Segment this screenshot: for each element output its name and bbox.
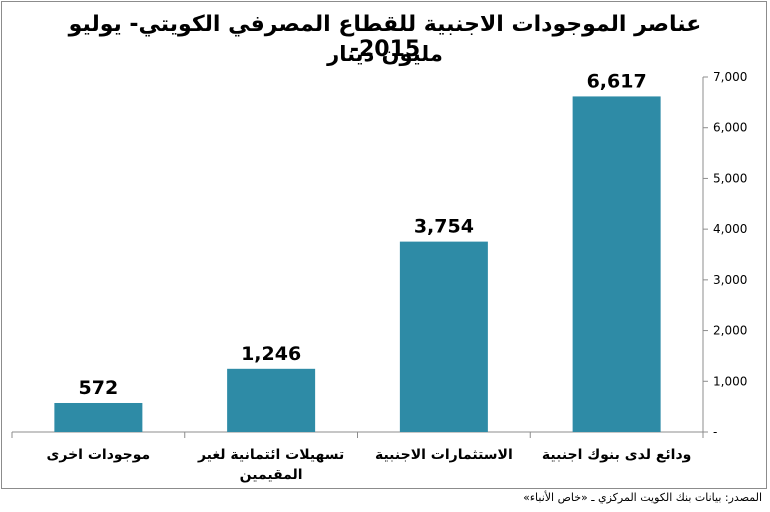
y-tick-label: 7,000 — [713, 70, 747, 84]
data-label: 6,617 — [587, 70, 647, 92]
data-label: 3,754 — [414, 216, 474, 238]
bar — [227, 368, 316, 432]
y-tick-label: 3,000 — [713, 273, 747, 287]
chart-title: عناصر الموجودات الاجنبية للقطاع المصرفي … — [68, 12, 702, 62]
y-tick-label: 5,000 — [713, 171, 747, 185]
bar — [54, 402, 143, 432]
bar — [399, 241, 488, 432]
x-tick-label: تسهيلات ائتمانية لغير — [197, 447, 344, 463]
source-note: المصدر: بيانات بنك الكويت المركزي ـ «خاص… — [523, 491, 762, 504]
y-tick-label: 6,000 — [713, 121, 747, 135]
x-tick-label: موجودات اخرى — [47, 447, 151, 463]
chart-subtitle: مليون دينار — [327, 42, 443, 66]
bar — [572, 96, 661, 432]
x-tick-label: الاستثمارات الاجنبية — [375, 447, 513, 463]
x-tick-label: ودائع لدى بنوك اجنبية — [542, 447, 691, 463]
y-tick-label: 2,000 — [713, 324, 747, 338]
y-tick-label: 4,000 — [713, 222, 747, 236]
data-label: 572 — [79, 377, 119, 399]
chart-frame — [1, 1, 767, 489]
y-tick-label: 1,000 — [713, 374, 747, 388]
y-tick-label: - — [713, 425, 717, 439]
x-tick-label: المقيمين — [240, 467, 303, 483]
data-label: 1,246 — [241, 343, 301, 365]
